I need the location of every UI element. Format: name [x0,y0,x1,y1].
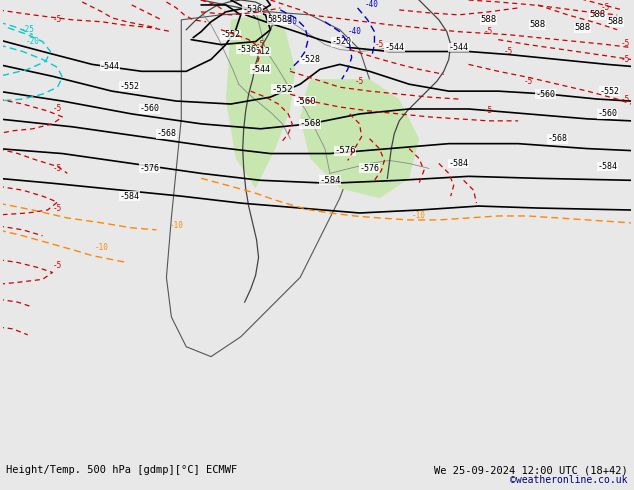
Text: -576: -576 [359,164,380,173]
Text: -552: -552 [120,82,139,91]
Text: Height/Temp. 500 hPa [gdmp][°C] ECMWF: Height/Temp. 500 hPa [gdmp][°C] ECMWF [6,466,238,475]
Text: -10: -10 [95,243,109,252]
Text: -560: -560 [294,97,316,105]
Text: -584: -584 [449,159,469,168]
Text: -5: -5 [503,47,513,56]
Text: -544: -544 [250,65,271,74]
Text: -5: -5 [53,261,62,270]
Polygon shape [226,15,295,188]
Text: -5: -5 [53,164,62,173]
Text: -5: -5 [621,55,630,64]
Text: -5: -5 [484,27,493,36]
Text: -5: -5 [53,203,62,213]
Text: -584: -584 [319,176,340,185]
Text: -10: -10 [169,221,183,230]
Text: -528: -528 [300,55,320,64]
Text: -30: -30 [283,17,297,26]
Text: -544: -544 [384,43,404,52]
Text: -5: -5 [53,15,62,24]
Text: -568: -568 [157,129,176,138]
Text: -544: -544 [100,62,120,71]
Text: 58588: 58588 [268,15,293,24]
Text: -5: -5 [256,40,265,49]
Text: -584: -584 [597,162,618,171]
Text: -5: -5 [621,39,630,48]
Polygon shape [300,79,419,198]
Text: -560: -560 [139,104,160,114]
Text: -568: -568 [299,120,321,128]
Text: -5: -5 [600,3,610,12]
Text: -576: -576 [139,164,160,173]
Text: -536: -536 [243,5,262,14]
Text: -536: -536 [236,45,257,54]
Text: -25: -25 [21,25,35,34]
Text: 588: 588 [530,20,546,29]
Text: -552: -552 [221,30,241,39]
Text: -40: -40 [365,0,378,9]
Text: -520: -520 [332,37,352,46]
Text: ©weatheronline.co.uk: ©weatheronline.co.uk [510,475,628,485]
Text: -560: -560 [536,90,556,98]
Text: -576: -576 [334,146,356,155]
Text: -584: -584 [120,192,139,200]
Text: 588: 588 [607,17,623,26]
Text: 588: 588 [574,23,590,32]
Text: -552: -552 [599,87,619,96]
Text: -560: -560 [597,109,618,119]
Text: -5: -5 [355,77,364,86]
Text: -512: -512 [250,47,271,56]
Text: -5: -5 [484,106,493,116]
Text: -40: -40 [347,27,361,36]
Text: -5: -5 [621,95,630,103]
Polygon shape [166,12,370,357]
Text: -20: -20 [26,37,39,46]
Text: -568: -568 [548,134,567,143]
Text: 588: 588 [481,15,496,24]
Text: -544: -544 [449,43,469,52]
Text: -10: -10 [412,212,426,220]
Text: We 25-09-2024 12:00 UTC (18+42): We 25-09-2024 12:00 UTC (18+42) [434,466,628,475]
Text: 588: 588 [589,10,605,20]
Text: -5: -5 [375,40,384,49]
Text: -5: -5 [53,104,62,114]
Text: -5: -5 [524,77,533,86]
Text: -552: -552 [271,85,293,94]
